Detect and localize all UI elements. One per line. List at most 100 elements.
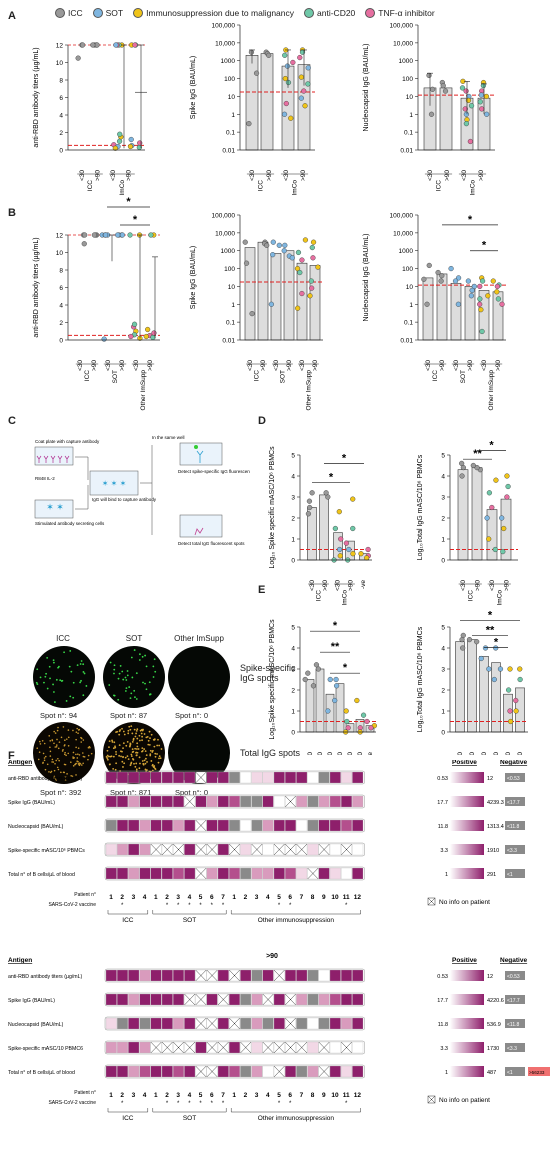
x-tick-label: <30: [307, 752, 314, 755]
data-point: [474, 639, 480, 645]
no-info-cross: [195, 993, 207, 1006]
x-tick-label: >90: [119, 360, 126, 371]
elispot-spot: [44, 768, 47, 771]
scale-min: 11.8: [438, 824, 448, 830]
panel-letter-b: B: [8, 207, 16, 219]
elispot-spot: [132, 739, 135, 741]
vaccine-star: *: [289, 1101, 292, 1107]
no-info-cross: [296, 1041, 308, 1054]
legend-label: TNF-α inhibitor: [378, 8, 435, 18]
data-point: [276, 242, 282, 248]
data-point: [505, 483, 511, 490]
x-tick-label: >90: [469, 752, 476, 755]
elispot-spot: [131, 758, 134, 760]
data-point: [455, 275, 462, 281]
y-axis-label: Spike IgG (BAU/mL): [190, 56, 197, 119]
elispot-spot: [49, 677, 51, 680]
patient-number: 6: [210, 1092, 214, 1099]
heat-cell: [229, 867, 240, 880]
y-tick-label: 2: [59, 130, 63, 137]
y-tick-label: 0: [441, 558, 445, 565]
scale-min: 17.7: [437, 998, 448, 1004]
well-icc-spike: [33, 646, 95, 708]
heat-cell: [206, 771, 218, 784]
group-label: ImCo: [470, 180, 477, 196]
detect-well-2: [179, 514, 223, 538]
heat-cell: [217, 969, 229, 982]
scale-bar: [450, 1066, 484, 1077]
elispot-spot: [49, 750, 52, 753]
elispot-spot: [148, 744, 151, 746]
data-point: [80, 42, 86, 48]
data-point: [358, 551, 364, 557]
heat-cell: [229, 771, 240, 784]
data-point: [127, 232, 133, 238]
elispot-spot: [72, 751, 75, 754]
heat-cell: [240, 819, 252, 832]
group-label: ICC: [467, 590, 474, 602]
elispot-spot: [69, 695, 72, 698]
y-tick-label: 0.01: [400, 148, 413, 155]
elispot-spot: [82, 663, 85, 666]
elispot-spot: [153, 738, 156, 741]
row-label: anti-RBD antibody titers (µg/mL): [8, 776, 82, 782]
group-label: SOT: [183, 1115, 196, 1122]
elispot-spot: [80, 764, 83, 766]
elispot-spot: [142, 681, 144, 684]
elispot-spot: [114, 745, 116, 748]
heat-cell: [296, 969, 308, 982]
heatmap-f: Antigen <30 Positive Negative anti-RBD antib…: [8, 760, 550, 1122]
heat-cell: [318, 795, 330, 808]
spot-count-icc-total: Spot n°: 392: [40, 788, 82, 797]
data-point: [478, 655, 484, 662]
x-tick-label: >90: [95, 170, 102, 181]
scale-min: 0.53: [437, 776, 448, 782]
no-info-cross: [195, 969, 207, 982]
significance-star: **: [486, 624, 495, 636]
elispot-spot: [138, 659, 141, 661]
heat-cell: [251, 1065, 263, 1078]
heat-cell: [341, 795, 352, 808]
y-tick-label: 2: [441, 516, 445, 523]
patient-number: 2: [120, 1092, 124, 1099]
panel-letter-a: A: [8, 10, 16, 22]
detect-antibody: [196, 450, 204, 463]
patient-number: 7: [300, 894, 304, 901]
heat-cell: [128, 843, 140, 856]
negative-value: <3.3: [507, 848, 517, 854]
elispot-spot: [82, 739, 85, 741]
group-label: ICC: [316, 590, 323, 602]
y-axis-label: Nucleocapsid IgG (BAU/mL): [363, 234, 370, 322]
data-point: [309, 490, 315, 496]
heat-cell: [352, 795, 364, 808]
elispot-spot: [122, 766, 124, 768]
elispot-spot: [113, 668, 116, 671]
heat-cell: [352, 993, 364, 1006]
data-point: [482, 645, 489, 651]
elispot-spot: [111, 741, 114, 743]
elispot-spot: [54, 732, 57, 734]
data-point: [249, 311, 255, 317]
elispot-spot: [133, 728, 136, 731]
patient-number: 4: [266, 894, 270, 901]
data-point: [465, 278, 471, 284]
elispot-spot: [121, 750, 123, 753]
heat-cell: [229, 1041, 240, 1054]
elispot-spot: [128, 686, 131, 688]
legend-item: anti-CD20: [304, 8, 355, 18]
bar: [257, 241, 269, 341]
spot-count-sot-spike: Spot n°: 87: [110, 711, 148, 720]
y-tick-label: 0.1: [226, 130, 235, 137]
data-point: [346, 546, 352, 553]
heat-cell: [251, 795, 263, 808]
heat-cell: [296, 993, 308, 1006]
elispot-spot: [45, 672, 48, 675]
data-point: [486, 666, 492, 672]
y-tick-label: 3: [441, 667, 445, 674]
spike-spots-label: Spike-specific IgG spots: [240, 663, 296, 683]
x-tick-label: -ve: [360, 580, 367, 589]
heat-cell: [206, 867, 218, 880]
patient-number: 3: [255, 1092, 259, 1099]
data-point: [305, 81, 311, 87]
data-point: [327, 676, 333, 683]
